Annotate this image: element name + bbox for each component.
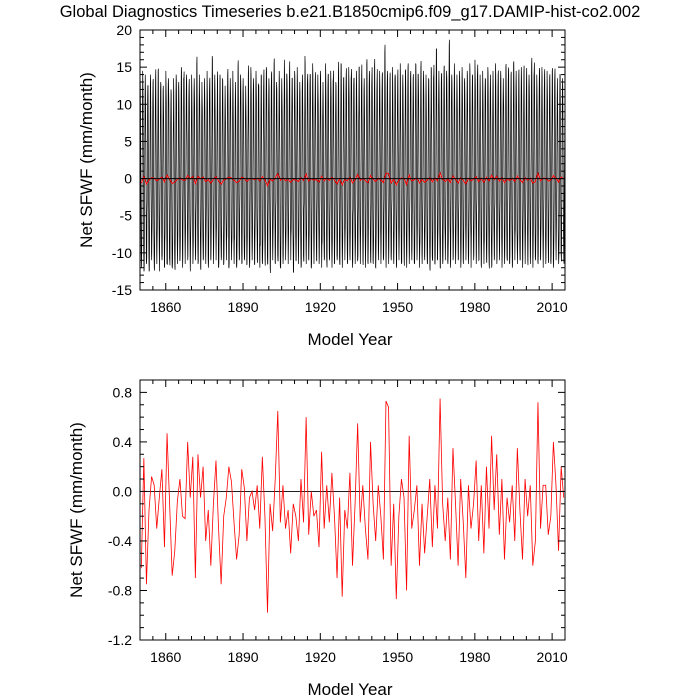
monthly-y-tick-label: 15 [116,59,132,75]
annual-y-tick-label: 0.4 [113,434,133,450]
monthly-y-tick-label: -10 [112,245,132,261]
monthly-y-axis-title: Net SFWF (mm/month) [77,72,96,248]
monthly-x-tick-label: 1950 [382,299,413,315]
monthly-x-tick-label: 1890 [227,299,258,315]
annual-y-axis-title: Net SFWF (mm/month) [67,422,86,598]
monthly-y-tick-label: 5 [124,133,132,149]
annual-y-tick-label: -1.2 [108,632,132,648]
annual-annual-mean-series-line [140,398,565,613]
monthly-series-group [140,39,565,274]
annual-x-tick-label: 2010 [537,649,568,665]
annual-y-tick-label: -0.8 [108,582,132,598]
monthly-plot-area [140,39,565,274]
annual-x-tick-label: 1950 [382,649,413,665]
monthly-tick-labels-group: 1860 1890 1920 1950 1980 2010 -15 -10 -5 0 5 10 15 20 [112,22,568,315]
annual-x-axis-title: Model Year [307,680,392,699]
monthly-x-tick-label: 1980 [459,299,490,315]
annual-y-tick-label: 0.8 [113,384,133,400]
monthly-plot-frame [139,29,566,291]
monthly-y-tick-label: 20 [116,22,132,38]
monthly-y-tick-label: 10 [116,96,132,112]
annual-y-tick-label: -0.4 [108,533,132,549]
annual-y-tick-label: 0.0 [113,483,133,499]
annual-ticks-group [139,379,566,641]
annual-x-tick-label: 1890 [227,649,258,665]
monthly-x-tick-label: 1860 [150,299,181,315]
annual-x-tick-label: 1860 [150,649,181,665]
chart-title: Global Diagnostics Timeseries b.e21.B185… [60,3,641,21]
monthly-y-tick-label: -5 [120,208,133,224]
monthly-y-tick-label: 0 [124,171,132,187]
annual-plot-area [140,398,565,613]
monthly-x-axis-title: Model Year [307,330,392,349]
monthly-x-tick-label: 1920 [305,299,336,315]
monthly-monthly-series-line [140,39,565,274]
monthly-ticks-group [139,29,566,291]
annual-tick-labels-group: 1860 1890 1920 1950 1980 2010 -1.2 -0.8 -0.4 0.0 0… [108,384,568,665]
annual-x-tick-label: 1920 [305,649,336,665]
annual-x-tick-label: 1980 [459,649,490,665]
annual-series-group [140,398,565,613]
annual-frame-group [139,379,566,641]
annual-panel: 1860 1890 1920 1950 1980 2010 -1.2 -0.8 -0.4 0.0 0… [67,379,568,699]
monthly-panel: 1860 1890 1920 1950 1980 2010 -15 -10 -5 0 5 10 15 20… [77,22,568,349]
monthly-y-tick-label: -15 [112,282,132,298]
annual-plot-frame [139,379,566,641]
monthly-frame-group [139,29,566,291]
monthly-x-tick-label: 2010 [537,299,568,315]
